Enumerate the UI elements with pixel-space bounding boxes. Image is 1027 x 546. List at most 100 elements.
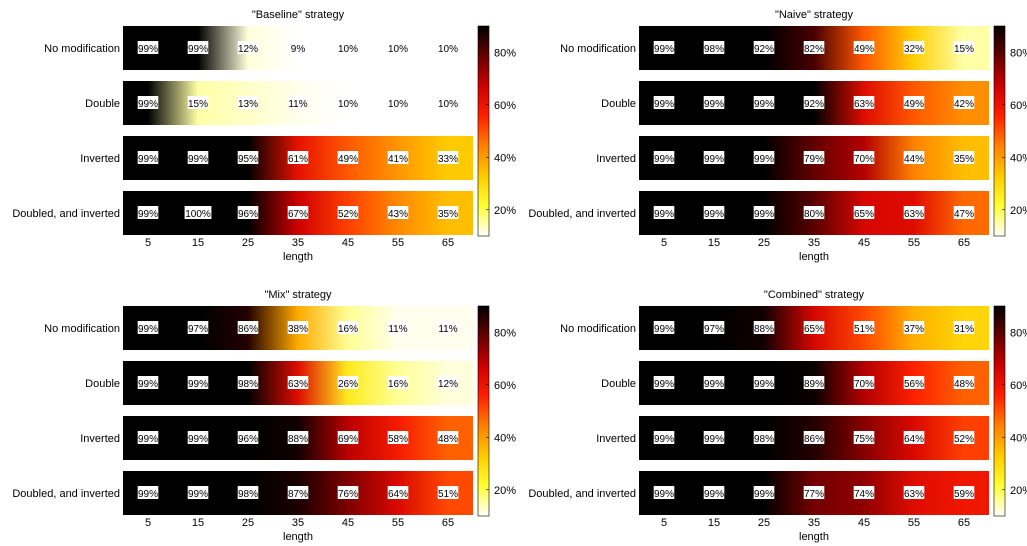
cell-value-label: 63% [904, 209, 924, 220]
cell-label-bg [187, 151, 209, 164]
cell-value-label: 99% [704, 99, 724, 110]
cell-value-label: 99% [188, 379, 208, 390]
cell-label-bg [703, 151, 725, 164]
cell-label-bg [653, 486, 675, 499]
cell-value-label: 11% [388, 324, 407, 335]
cell-value-label: 76% [338, 489, 358, 500]
cell-value-label: 99% [138, 489, 158, 500]
cell-label-bg [387, 376, 409, 389]
x-tick-label: 25 [758, 517, 770, 529]
cell-label-bg [903, 376, 925, 389]
cell-label-bg [287, 151, 309, 164]
cell-label-bg [237, 431, 259, 444]
cell-label-bg [187, 431, 209, 444]
cell-label-bg [703, 41, 725, 54]
colorbar-tick-label: 20% [1010, 485, 1027, 497]
x-tick-label: 65 [442, 517, 454, 529]
cell-value-label: 65% [804, 324, 824, 335]
cell-value-label: 99% [754, 379, 774, 390]
cell-label-bg [753, 41, 775, 54]
row-label: Double [85, 378, 120, 390]
colorbar-tick-label: 20% [494, 205, 516, 217]
cell-value-label: 77% [804, 489, 824, 500]
cell-value-label: 32% [904, 44, 924, 55]
cell-value-label: 99% [138, 209, 158, 220]
colorbar-tick-label: 80% [1010, 327, 1027, 339]
cell-label-bg [387, 151, 409, 164]
colorbar-tick-label: 80% [494, 327, 516, 339]
cell-value-label: 11% [288, 99, 307, 110]
cell-label-bg [803, 96, 825, 109]
colorbar-tick-label: 40% [494, 152, 516, 164]
cell-value-label: 99% [654, 434, 674, 445]
row-label: Doubled, and inverted [528, 488, 636, 500]
cell-value-label: 52% [338, 209, 358, 220]
cell-label-bg [387, 486, 409, 499]
cell-label-bg [953, 321, 975, 334]
x-tick-label: 25 [758, 237, 770, 249]
cell-value-label: 33% [438, 154, 458, 165]
x-tick-label: 15 [192, 517, 204, 529]
heatmap-panel-3: "Mix" strategy No modification 99% 97% 86% 38… [12, 289, 516, 543]
cell-value-label: 12% [238, 44, 258, 55]
row-label: Double [601, 98, 636, 110]
cell-label-bg [853, 486, 875, 499]
cell-label-bg [187, 96, 209, 109]
cell-label-bg [853, 431, 875, 444]
cell-value-label: 26% [338, 379, 358, 390]
cell-label-bg [953, 96, 975, 109]
cell-value-label: 87% [288, 489, 308, 500]
cell-value-label: 15% [954, 44, 974, 55]
cell-value-label: 70% [854, 154, 874, 165]
cell-value-label: 99% [654, 324, 674, 335]
cell-label-bg [137, 41, 159, 54]
cell-label-bg [137, 431, 159, 444]
cell-value-label: 13% [238, 99, 258, 110]
cell-label-bg [803, 376, 825, 389]
cell-value-label: 99% [138, 379, 158, 390]
row-label: No modification [44, 323, 120, 335]
cell-label-bg [137, 96, 159, 109]
cell-label-bg [703, 376, 725, 389]
cell-label-bg [237, 376, 259, 389]
cell-value-label: 70% [854, 379, 874, 390]
cell-value-label: 89% [804, 379, 824, 390]
cell-value-label: 69% [338, 434, 358, 445]
cell-label-bg [437, 431, 459, 444]
cell-value-label: 10% [438, 44, 458, 55]
cell-value-label: 63% [904, 489, 924, 500]
cell-value-label: 86% [238, 324, 258, 335]
cell-value-label: 35% [438, 209, 458, 220]
colorbar [477, 25, 490, 237]
cell-label-bg [437, 206, 459, 219]
cell-label-bg [653, 206, 675, 219]
cell-label-bg [653, 151, 675, 164]
cell-value-label: 99% [138, 99, 158, 110]
cell-value-label: 99% [704, 209, 724, 220]
x-tick-label: 55 [908, 517, 920, 529]
cell-value-label: 10% [438, 99, 458, 110]
cell-label-bg [237, 41, 259, 54]
cell-label-bg [753, 486, 775, 499]
cell-value-label: 98% [238, 379, 258, 390]
cell-label-bg [903, 431, 925, 444]
row-label: Inverted [596, 433, 636, 445]
panel-title: "Naive" strategy [775, 9, 854, 21]
cell-label-bg [853, 321, 875, 334]
heatmap-panel-1: "Baseline" strategy No modification 99% 99%… [12, 9, 516, 263]
cell-value-label: 99% [654, 209, 674, 220]
cell-label-bg [287, 431, 309, 444]
cell-value-label: 99% [654, 489, 674, 500]
cell-label-bg [287, 206, 309, 219]
colorbar [477, 305, 490, 517]
cell-value-label: 88% [754, 324, 774, 335]
x-tick-label: 65 [442, 237, 454, 249]
cell-label-bg [703, 96, 725, 109]
cell-label-bg [387, 41, 409, 54]
cell-label-bg [953, 206, 975, 219]
cell-label-bg [903, 151, 925, 164]
cell-value-label: 99% [188, 489, 208, 500]
cell-value-label: 52% [954, 434, 974, 445]
x-axis-label: length [799, 531, 829, 543]
cell-value-label: 79% [804, 154, 824, 165]
